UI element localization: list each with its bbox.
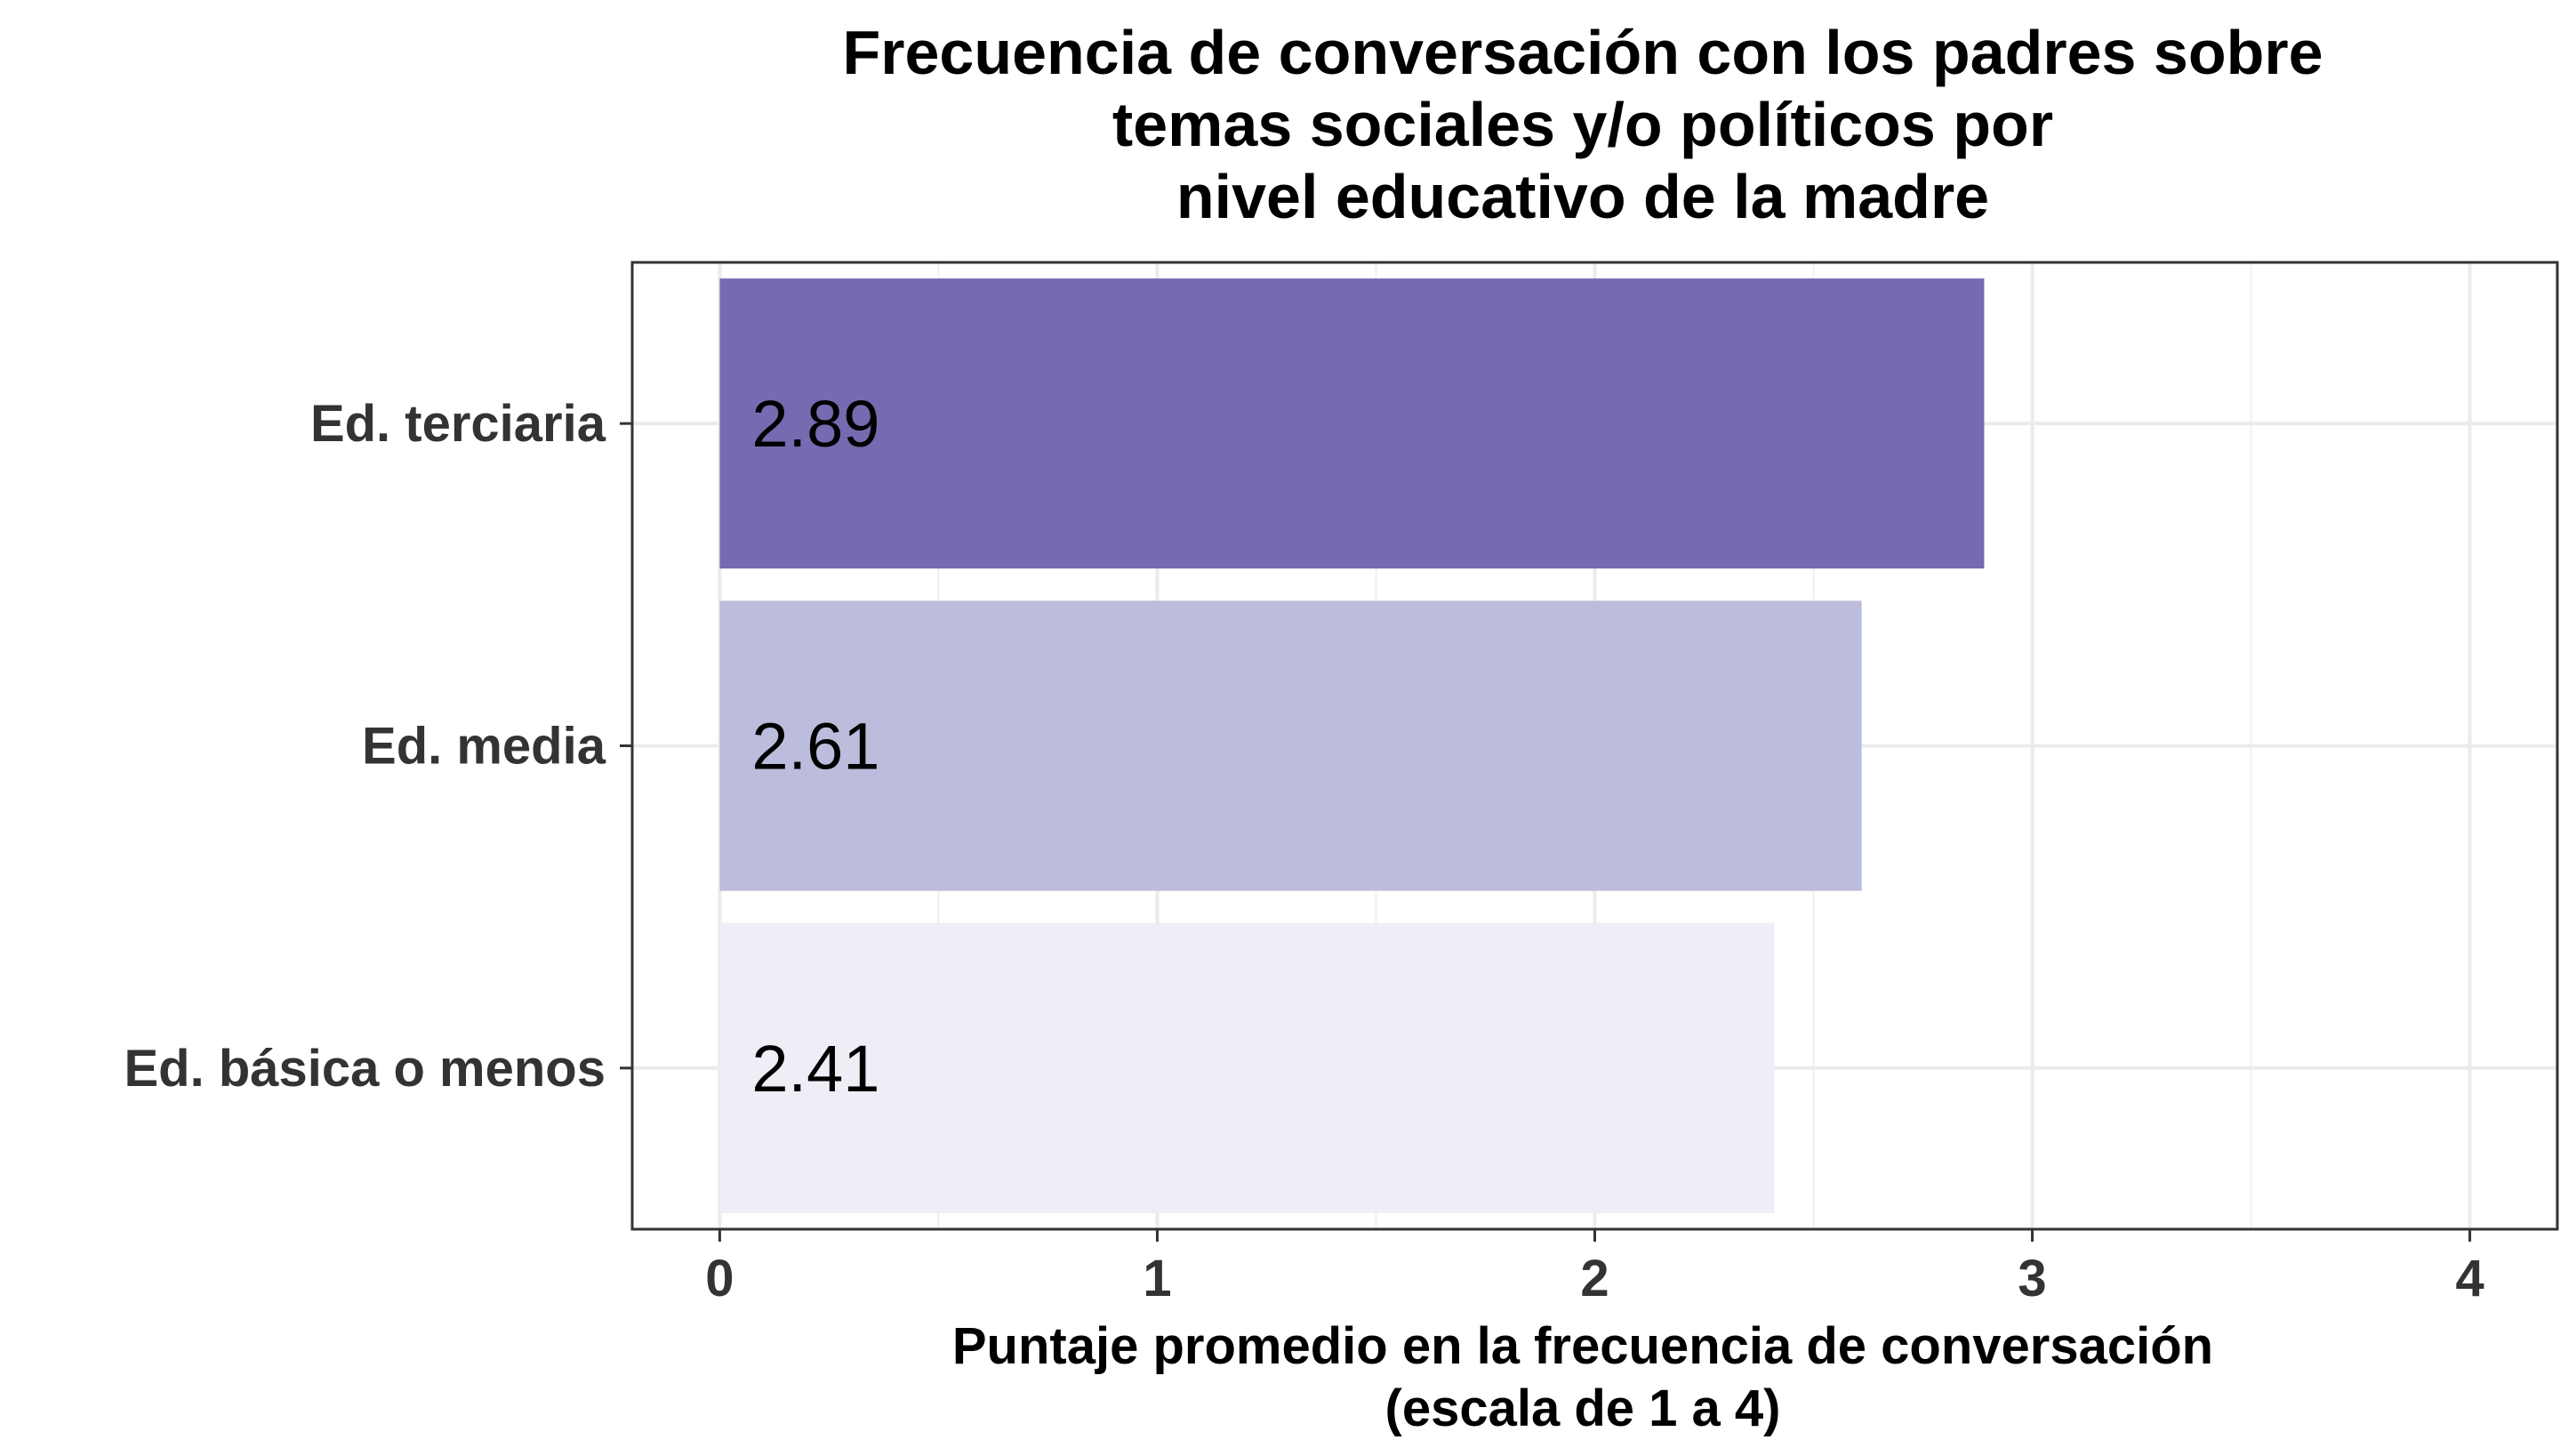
y-axis-category-label: Ed. media [362,718,606,776]
chart-title-line-1: Frecuencia de conversación con los padre… [842,18,2323,87]
bar [719,600,1862,891]
bar-value-label: 2.61 [751,710,879,784]
y-axis-category-label: Ed. básica o menos [124,1040,606,1098]
x-axis-tick-label: 0 [705,1250,734,1307]
data-labels: 2.89 2.61 2.41 [751,387,879,1106]
bars [719,278,1985,1213]
bar [719,922,1775,1213]
chart-title-line-2: temas sociales y/o políticos por [1112,90,2053,159]
x-axis-tick-label: 2 [1580,1250,1609,1307]
x-axis: 0 1 2 3 4 [705,1229,2484,1307]
bar-value-label: 2.89 [751,387,879,461]
bar-value-label: 2.41 [751,1032,879,1106]
x-axis-tick-label: 1 [1143,1250,1171,1307]
x-axis-title-line-2: (escala de 1 a 4) [1385,1380,1781,1437]
bar [719,278,1985,569]
y-axis-category-label: Ed. terciaria [310,395,606,453]
chart-title: Frecuencia de conversación con los padre… [842,18,2323,231]
chart-title-line-3: nivel educativo de la madre [1176,162,1989,231]
y-axis: Ed. terciaria Ed. media Ed. básica o menos [124,395,632,1098]
x-axis-tick-label: 4 [2455,1250,2484,1307]
x-axis-tick-label: 3 [2018,1250,2046,1307]
x-axis-title-line-1: Puntaje promedio en la frecuencia de con… [952,1317,2213,1375]
x-axis-title: Puntaje promedio en la frecuencia de con… [952,1317,2213,1437]
